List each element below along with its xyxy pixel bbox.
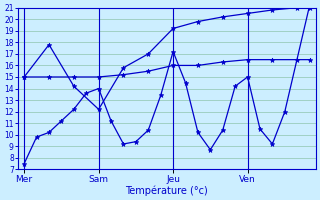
X-axis label: Température (°c): Température (°c) (125, 185, 208, 196)
